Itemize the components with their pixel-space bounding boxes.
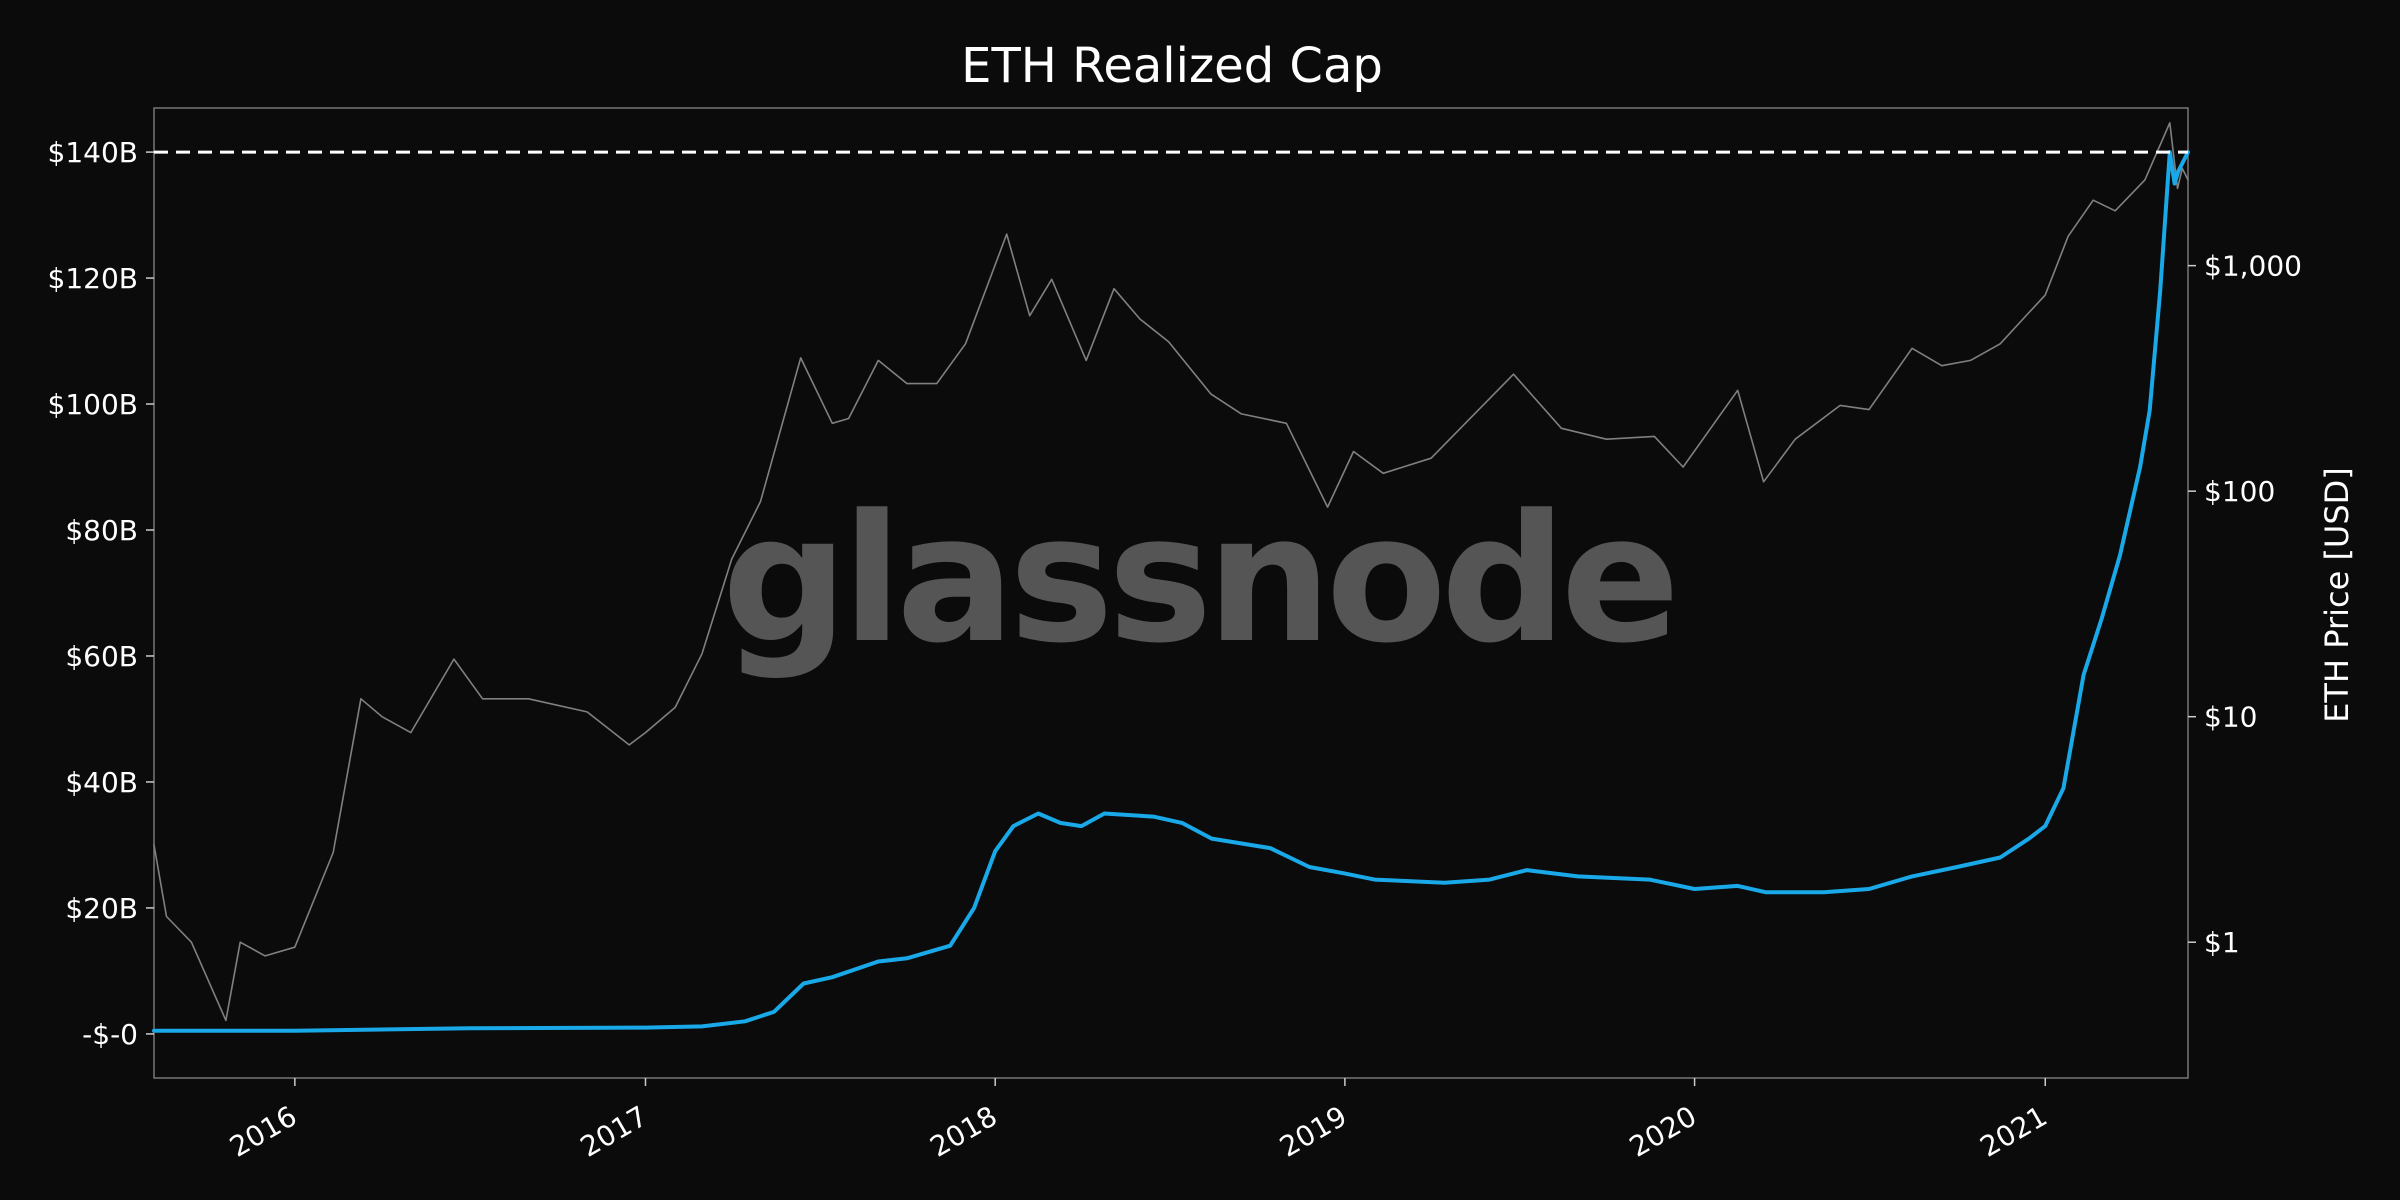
plot-area (153, 107, 2189, 1079)
left-tick-label: $120B (48, 262, 138, 295)
left-axis-ticks: -$-0 $20B $40B $60B $80B $100B $120B $140B (48, 136, 154, 1051)
right-tick-label: $100 (2204, 475, 2275, 508)
left-tick-label: $40B (65, 766, 138, 799)
chart-title: ETH Realized Cap (961, 38, 1383, 94)
realized-cap-line (152, 150, 2190, 1033)
right-axis-ticks: $1 $10 $100 $1,000 (2188, 250, 2302, 959)
left-tick-label: $140B (48, 136, 138, 169)
right-tick-label: $1,000 (2204, 250, 2302, 283)
series-layer (152, 122, 2190, 1033)
right-tick-label: $1 (2204, 926, 2240, 959)
left-tick-label: $80B (65, 514, 138, 547)
eth-price-line (153, 122, 2189, 1022)
right-tick-label: $10 (2204, 701, 2257, 734)
left-tick-label: $60B (65, 640, 138, 673)
left-tick-label: $100B (48, 388, 138, 421)
left-tick-label: -$-0 (82, 1018, 138, 1051)
watermark: glassnode (722, 477, 1674, 682)
left-tick-label: $20B (65, 892, 138, 925)
right-axis-label: ETH Price [USD] (2318, 467, 2356, 723)
